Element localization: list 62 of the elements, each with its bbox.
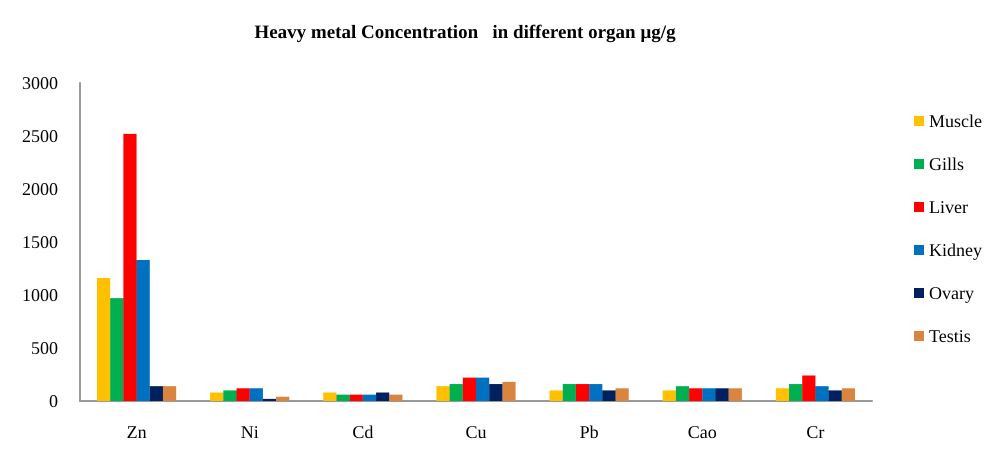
bar — [502, 382, 516, 401]
chart-title: Heavy metal Concentration in different organ µg/g — [254, 22, 676, 43]
y-tick-label: 500 — [31, 338, 58, 358]
bar — [350, 394, 363, 401]
bar — [462, 378, 476, 401]
bar — [389, 394, 402, 401]
bar — [589, 384, 602, 401]
bar — [802, 376, 816, 401]
bar — [602, 390, 616, 401]
bar — [96, 278, 110, 401]
bar — [728, 388, 742, 401]
y-tick-label: 1500 — [22, 232, 58, 252]
bar — [789, 384, 802, 401]
bar — [162, 386, 176, 401]
y-tick-label: 2500 — [22, 126, 58, 146]
bar — [842, 388, 856, 401]
x-tick-label: Ni — [240, 422, 259, 442]
bar — [123, 134, 137, 401]
legend-label: Muscle — [929, 111, 982, 131]
bar — [562, 384, 576, 401]
bar — [236, 388, 250, 401]
bar — [828, 390, 842, 401]
legend-label: Kidney — [929, 240, 982, 260]
x-tick-label: Cao — [688, 422, 717, 442]
legend-label: Ovary — [929, 283, 974, 303]
bar — [576, 384, 590, 401]
bar — [436, 386, 450, 401]
bar — [323, 392, 336, 401]
legend-label: Gills — [929, 154, 964, 174]
bar — [662, 390, 676, 401]
y-tick-label: 3000 — [22, 73, 58, 93]
x-tick-label: Pb — [580, 422, 599, 442]
y-tick-label: 0 — [49, 391, 58, 411]
bar — [210, 392, 224, 401]
legend-label: Testis — [929, 326, 971, 346]
legend-label: Liver — [929, 197, 968, 217]
x-tick-label: Zn — [126, 422, 147, 442]
y-tick-label: 2000 — [22, 179, 58, 199]
bar — [776, 388, 790, 401]
y-tick-label: 1000 — [22, 285, 58, 305]
bar — [336, 394, 350, 401]
bar — [489, 384, 502, 401]
bar — [276, 396, 290, 401]
bar — [376, 392, 390, 401]
bar — [250, 388, 263, 401]
x-tick-label: Cu — [465, 422, 487, 442]
bar — [362, 394, 376, 401]
bar — [150, 386, 163, 401]
bar — [715, 388, 729, 401]
bar — [110, 298, 124, 401]
bar — [689, 388, 702, 401]
bar — [223, 390, 237, 401]
bar — [702, 388, 716, 401]
x-tick-label: Cd — [352, 422, 374, 442]
bar — [676, 386, 690, 401]
x-tick-label: Cr — [806, 422, 824, 442]
bar — [550, 390, 563, 401]
bar — [476, 378, 490, 401]
bar — [450, 384, 463, 401]
bar — [136, 260, 150, 401]
bar — [616, 388, 629, 401]
bar — [815, 386, 829, 401]
